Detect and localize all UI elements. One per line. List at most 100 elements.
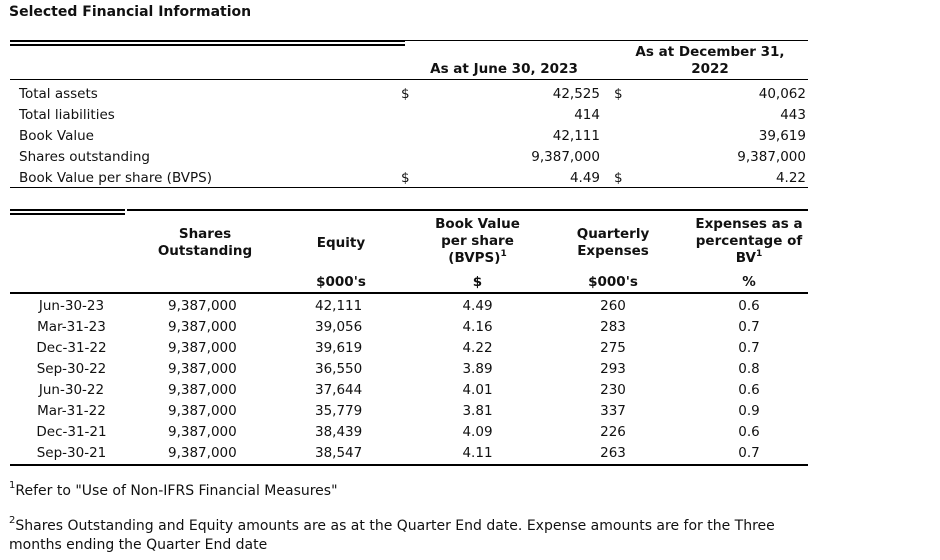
shares-outstanding: 9,387,000 [168,403,237,419]
table-rule [10,79,808,80]
expense-pct-value: 0.7 [738,340,760,356]
row-label: Book Value per share (BVPS) [19,170,213,186]
equity-value: 39,619 [315,340,363,356]
quarter-date: Sep-30-21 [36,445,107,461]
column-header-dec-2022-year: 2022 [691,61,729,77]
quarterly-expenses-value: 275 [600,340,626,356]
unit-equity: $000's [316,274,366,290]
equity-value: 35,779 [315,403,363,419]
quarterly-expenses-value: 337 [600,403,626,419]
expense-pct-value: 0.7 [738,319,760,335]
expense-pct-value: 0.6 [738,382,760,398]
quarter-date: Jun-30-22 [38,382,105,398]
value-dec-2022: 39,619 [758,128,806,144]
header-bvps-line3: (BVPS)1 [448,248,507,266]
quarterly-expenses-value: 283 [600,319,626,335]
row-label: Shares outstanding [19,149,150,165]
value-june-2023: 414 [574,107,600,123]
footnote-marker: 1 [755,248,763,259]
header-shares-line2: Outstanding [157,243,253,259]
quarterly-expenses-value: 293 [600,361,626,377]
equity-value: 39,056 [315,319,363,335]
shares-outstanding: 9,387,000 [168,298,237,314]
footnote-marker: 1 [9,480,16,492]
footnote-1: 1Refer to "Use of Non-IFRS Financial Mea… [9,480,338,499]
bvps-value: 3.89 [462,361,493,377]
row-label: Total liabilities [19,107,115,123]
quarter-date: Sep-30-22 [36,361,107,377]
header-shares: Shares [178,226,232,242]
unit-quarterly-expenses: $000's [588,274,638,290]
quarter-date: Jun-30-23 [38,298,105,314]
value-dec-2022: 40,062 [758,86,806,102]
footnote-marker: 2 [9,515,16,527]
unit-bvps: $ [472,274,483,290]
value-dec-2022: 443 [780,107,806,123]
currency-symbol: $ [401,170,410,186]
header-expense-pct: Expenses as a [695,216,803,232]
table-rule [10,187,808,188]
value-june-2023: 9,387,000 [531,149,600,165]
bvps-value: 4.01 [462,382,493,398]
table-rule [10,464,808,466]
currency-symbol: $ [614,86,623,102]
quarterly-expenses-value: 260 [600,298,626,314]
header-quarterly-expenses-line2: Expenses [577,243,649,259]
quarterly-expenses-value: 226 [600,424,626,440]
table-rule [10,40,405,42]
value-dec-2022: 9,387,000 [737,149,806,165]
header-bvps-line2: per share [441,233,514,249]
header-bvps: Book Value [435,216,520,232]
expense-pct-value: 0.6 [738,424,760,440]
shares-outstanding: 9,387,000 [168,424,237,440]
header-expense-pct-line3: BV1 [735,248,763,266]
currency-symbol: $ [614,170,623,186]
table-rule [10,44,405,46]
shares-outstanding: 9,387,000 [168,361,237,377]
expense-pct-value: 0.9 [738,403,760,419]
equity-value: 38,439 [315,424,363,440]
header-quarterly-expenses: Quarterly [576,226,650,242]
row-label: Total assets [19,86,98,102]
column-header-june-2023: As at June 30, 2023 [430,61,578,77]
quarterly-expenses-value: 230 [600,382,626,398]
expense-pct-value: 0.6 [738,298,760,314]
bvps-value: 4.16 [462,319,493,335]
quarter-date: Dec-31-21 [36,424,107,440]
value-june-2023: 42,111 [552,128,600,144]
equity-value: 37,644 [315,382,363,398]
header-equity: Equity [316,235,366,251]
quarter-date: Mar-31-22 [37,403,106,419]
bvps-value: 4.09 [462,424,493,440]
equity-value: 42,111 [315,298,363,314]
value-dec-2022: 4.22 [775,170,806,186]
table-rule [10,213,125,215]
quarter-date: Mar-31-23 [37,319,106,335]
shares-outstanding: 9,387,000 [168,382,237,398]
table-rule [10,209,125,211]
value-june-2023: 4.49 [569,170,600,186]
header-expense-pct-line2: percentage of [695,233,803,249]
shares-outstanding: 9,387,000 [168,340,237,356]
footnote-2: 2Shares Outstanding and Equity amounts a… [9,515,775,534]
table-rule [10,292,808,294]
shares-outstanding: 9,387,000 [168,445,237,461]
quarterly-expenses-value: 263 [600,445,626,461]
table-rule [405,40,808,41]
equity-value: 36,550 [315,361,363,377]
quarter-date: Dec-31-22 [36,340,107,356]
bvps-value: 4.11 [462,445,493,461]
table-rule [127,209,808,211]
bvps-value: 4.49 [462,298,493,314]
bvps-value: 3.81 [462,403,493,419]
footnote-2-line2: months ending the Quarter End date [9,537,268,553]
row-label: Book Value [19,128,94,144]
equity-value: 38,547 [315,445,363,461]
expense-pct-value: 0.7 [738,445,760,461]
unit-expense-pct: % [742,274,756,290]
footnote-marker: 1 [500,248,507,259]
shares-outstanding: 9,387,000 [168,319,237,335]
currency-symbol: $ [401,86,410,102]
page-title: Selected Financial Information [9,4,252,20]
value-june-2023: 42,525 [552,86,600,102]
